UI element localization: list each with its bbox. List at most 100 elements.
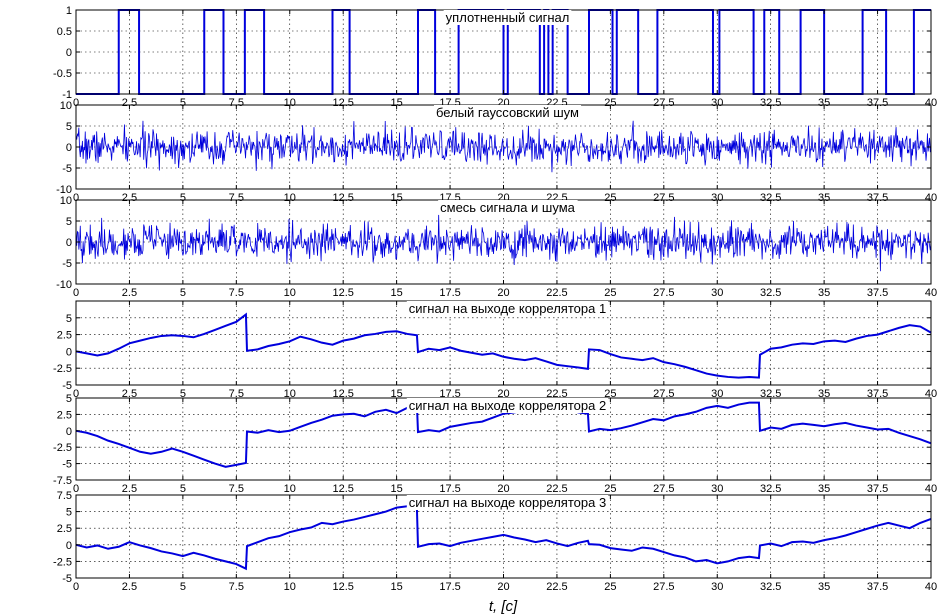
x-tick-label: 7.5 (229, 581, 244, 593)
x-tick-label: 30 (711, 287, 723, 299)
y-tick-label: -5 (62, 380, 72, 392)
x-tick-label: 27.5 (653, 287, 674, 299)
y-tick-label: 5 (66, 313, 72, 325)
x-tick-label: 35 (818, 388, 830, 400)
x-tick-label: 0 (73, 192, 79, 204)
x-tick-label: 0 (73, 483, 79, 495)
x-tick-label: 35 (818, 287, 830, 299)
y-tick-label: -2.5 (53, 556, 72, 568)
series-line (75, 505, 932, 571)
subplot-title: уплотненный сигнал (446, 10, 570, 25)
title-backing (406, 495, 609, 510)
x-tick-label: 10 (284, 581, 296, 593)
y-tick-label: -7.5 (53, 475, 72, 487)
x-tick-label: 35 (818, 97, 830, 109)
x-tick-label: 25 (604, 97, 616, 109)
x-tick-label: 12.5 (332, 581, 353, 593)
series-line (75, 213, 932, 272)
x-tick-label: 35 (818, 483, 830, 495)
x-tick-label: 0 (73, 287, 79, 299)
subplot-stack: 0 2.5 5 7.5 10 12.5 15 17.5 20 22.5 25 27.5 30 32.5 35… (53, 5, 937, 593)
x-tick-label: 20 (497, 287, 509, 299)
y-tick-label: -5 (62, 573, 72, 585)
series-line (76, 9, 931, 95)
x-tick-label: 40 (925, 97, 937, 109)
title-backing (406, 301, 609, 316)
series-line (75, 120, 932, 173)
x-tick-label: 15 (391, 192, 403, 204)
y-tick-label: 0 (66, 426, 72, 438)
y-tick-label: 0 (66, 237, 72, 249)
x-tick-label: 15 (391, 483, 403, 495)
subplot-title: смесь сигнала и шума (440, 200, 575, 215)
x-tick-label: 15 (391, 287, 403, 299)
y-tick-label: -5 (62, 163, 72, 175)
y-tick-label: -10 (56, 184, 72, 196)
y-tick-label: -10 (56, 279, 72, 291)
y-tick-label: -0.5 (53, 68, 72, 80)
y-tick-label: 10 (60, 195, 72, 207)
x-tick-label: 30 (711, 192, 723, 204)
x-tick-label: 37.5 (867, 388, 888, 400)
x-tick-label: 22.5 (546, 581, 567, 593)
x-tick-label: 5 (180, 192, 186, 204)
x-tick-label: 32.5 (760, 287, 781, 299)
x-tick-label: 37.5 (867, 287, 888, 299)
x-tick-label: 10 (284, 287, 296, 299)
x-tick-label: 2.5 (122, 483, 137, 495)
x-tick-label: 25 (604, 192, 616, 204)
y-tick-label: -5 (62, 459, 72, 471)
subplot-4: 0 2.5 5 7.5 10 12.5 15 17.5 20 22.5 25 27.5 30 32.5 35… (53, 300, 937, 400)
x-tick-label: 7.5 (229, 483, 244, 495)
x-tick-label: 2.5 (122, 192, 137, 204)
x-tick-label: 5 (180, 581, 186, 593)
x-tick-label: 12.5 (332, 388, 353, 400)
x-tick-label: 25 (604, 287, 616, 299)
x-tick-label: 2.5 (122, 287, 137, 299)
title-backing (434, 105, 582, 120)
x-tick-label: 35 (818, 192, 830, 204)
subplot-5: 0 2.5 5 7.5 10 12.5 15 17.5 20 22.5 25 27.5 30 32.5 35… (53, 393, 937, 495)
x-tick-label: 32.5 (760, 483, 781, 495)
y-tick-label: 2.5 (57, 523, 72, 535)
x-tick-label: 15 (391, 388, 403, 400)
x-tick-label: 22.5 (546, 287, 567, 299)
y-tick-label: -2.5 (53, 363, 72, 375)
x-tick-label: 2.5 (122, 388, 137, 400)
x-tick-label: 30 (711, 388, 723, 400)
x-tick-label: 17.5 (439, 581, 460, 593)
y-tick-label: 1 (66, 5, 72, 17)
x-tick-label: 17.5 (439, 388, 460, 400)
subplot-3: 0 2.5 5 7.5 10 12.5 15 17.5 20 22.5 25 27.5 30 32.5 35… (56, 195, 937, 299)
x-tick-label: 10 (284, 192, 296, 204)
x-tick-label: 7.5 (229, 388, 244, 400)
x-tick-label: 7.5 (229, 192, 244, 204)
x-tick-label: 0 (73, 581, 79, 593)
series-line (75, 401, 932, 468)
x-tick-label: 32.5 (760, 97, 781, 109)
x-tick-label: 7.5 (229, 97, 244, 109)
x-tick-label: 10 (284, 97, 296, 109)
subplot-2: 0 2.5 5 7.5 10 12.5 15 17.5 20 22.5 25 27.5 30 32.5 35… (56, 100, 937, 204)
series-line (75, 312, 932, 379)
x-tick-label: 37.5 (867, 192, 888, 204)
x-tick-label: 7.5 (229, 287, 244, 299)
x-tick-label: 27.5 (653, 192, 674, 204)
x-tick-label: 40 (925, 483, 937, 495)
y-tick-label: -5 (62, 258, 72, 270)
x-tick-label: 2.5 (122, 581, 137, 593)
x-tick-label: 37.5 (867, 483, 888, 495)
x-tick-label: 17.5 (439, 287, 460, 299)
x-tick-label: 37.5 (867, 97, 888, 109)
x-tick-label: 20 (497, 581, 509, 593)
x-tick-label: 32.5 (760, 388, 781, 400)
x-tick-label: 15 (391, 97, 403, 109)
x-tick-label: 40 (925, 287, 937, 299)
x-tick-label: 37.5 (867, 581, 888, 593)
x-tick-label: 17.5 (439, 483, 460, 495)
subplot-1: 0 2.5 5 7.5 10 12.5 15 17.5 20 22.5 25 27.5 30 32.5 35… (53, 5, 937, 109)
y-tick-label: 0 (66, 142, 72, 154)
x-tick-label: 12.5 (332, 192, 353, 204)
x-tick-label: 27.5 (653, 581, 674, 593)
x-tick-label: 5 (180, 388, 186, 400)
